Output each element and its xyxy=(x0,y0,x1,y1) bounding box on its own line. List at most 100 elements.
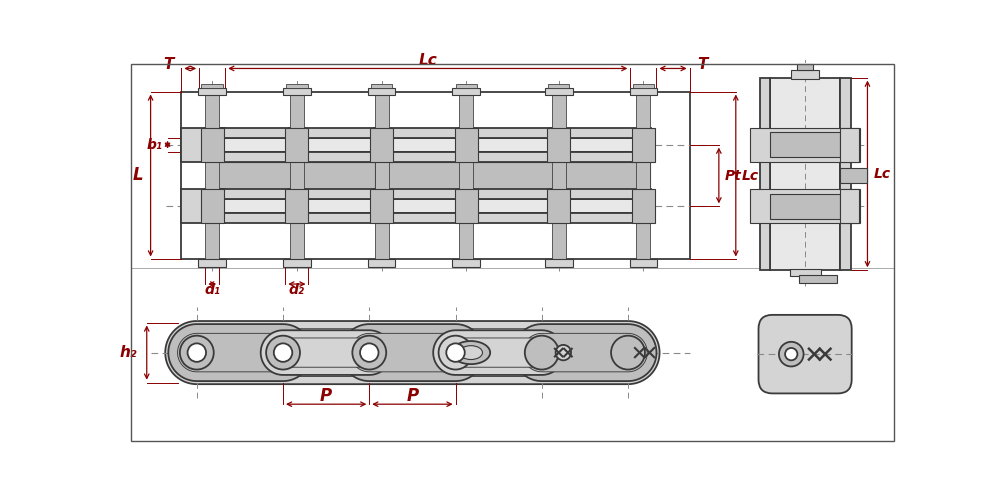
Bar xyxy=(545,88,573,96)
Bar xyxy=(459,190,566,200)
Bar xyxy=(283,260,311,267)
Bar xyxy=(375,88,389,264)
Polygon shape xyxy=(165,321,660,384)
Bar xyxy=(459,152,566,162)
Bar xyxy=(840,78,851,270)
Bar xyxy=(551,190,651,200)
Bar xyxy=(632,190,655,223)
Bar xyxy=(370,128,393,162)
Polygon shape xyxy=(168,324,312,381)
Circle shape xyxy=(360,344,379,362)
Bar xyxy=(368,260,395,267)
Bar xyxy=(797,64,813,70)
Polygon shape xyxy=(261,330,392,375)
Bar xyxy=(374,152,474,162)
Bar xyxy=(285,128,308,162)
Bar xyxy=(760,78,770,270)
Bar xyxy=(455,190,478,223)
Bar xyxy=(283,88,311,96)
Bar xyxy=(551,128,651,138)
Bar xyxy=(201,190,224,223)
Bar xyxy=(205,152,305,162)
Bar xyxy=(459,128,566,138)
Bar xyxy=(551,200,651,213)
Bar xyxy=(205,88,219,264)
Text: b₁: b₁ xyxy=(147,138,163,151)
Polygon shape xyxy=(513,324,656,381)
Polygon shape xyxy=(441,338,556,367)
Circle shape xyxy=(556,345,571,360)
Bar xyxy=(206,162,303,190)
Bar xyxy=(205,128,305,138)
Circle shape xyxy=(274,344,292,362)
Circle shape xyxy=(188,344,206,362)
Text: P: P xyxy=(320,388,332,406)
Bar xyxy=(181,190,225,223)
Circle shape xyxy=(611,336,645,370)
Bar xyxy=(289,190,389,200)
Ellipse shape xyxy=(452,341,490,364)
Ellipse shape xyxy=(459,346,482,360)
FancyBboxPatch shape xyxy=(759,315,852,394)
Bar xyxy=(205,200,305,213)
Bar xyxy=(547,190,570,223)
Text: Lc: Lc xyxy=(418,54,437,68)
Bar xyxy=(198,88,226,96)
Bar xyxy=(452,260,480,267)
Bar xyxy=(799,275,837,282)
Bar xyxy=(545,260,573,267)
Bar xyxy=(368,88,395,96)
Bar xyxy=(374,138,474,151)
Text: d₁: d₁ xyxy=(204,283,220,297)
Bar xyxy=(551,213,651,223)
Bar xyxy=(750,128,860,162)
Bar xyxy=(374,128,474,138)
Bar xyxy=(290,88,304,264)
Text: L: L xyxy=(132,166,143,184)
Bar xyxy=(770,194,840,218)
Bar xyxy=(286,84,308,87)
Bar xyxy=(371,84,392,87)
Circle shape xyxy=(266,336,300,370)
Bar xyxy=(750,190,860,223)
Bar xyxy=(205,190,305,200)
Polygon shape xyxy=(173,328,652,376)
Circle shape xyxy=(180,336,214,370)
Circle shape xyxy=(446,344,465,362)
Bar xyxy=(374,213,474,223)
Bar xyxy=(205,138,305,151)
Text: T: T xyxy=(163,57,174,72)
Circle shape xyxy=(439,336,472,370)
Bar xyxy=(181,128,225,162)
Bar xyxy=(370,190,393,223)
Bar xyxy=(547,128,570,162)
Bar xyxy=(552,88,566,264)
Bar xyxy=(289,200,389,213)
Bar xyxy=(840,168,867,183)
Bar xyxy=(630,260,657,267)
Bar xyxy=(770,78,840,270)
Bar xyxy=(551,152,651,162)
Bar xyxy=(201,128,224,162)
Polygon shape xyxy=(350,334,475,372)
Bar xyxy=(459,200,566,213)
Bar xyxy=(791,70,819,79)
Bar xyxy=(840,128,859,162)
Bar xyxy=(790,268,820,276)
Circle shape xyxy=(352,336,386,370)
Polygon shape xyxy=(178,334,302,372)
Polygon shape xyxy=(433,330,564,375)
Bar xyxy=(455,128,478,162)
Bar xyxy=(375,162,472,190)
Bar xyxy=(289,128,389,138)
Text: P: P xyxy=(406,388,418,406)
Bar xyxy=(840,190,859,223)
Bar xyxy=(289,213,389,223)
Bar xyxy=(456,84,477,87)
Circle shape xyxy=(785,348,797,360)
Text: T: T xyxy=(697,57,708,72)
Bar xyxy=(636,88,650,264)
Text: Pt: Pt xyxy=(725,168,742,182)
Bar xyxy=(181,92,690,260)
Bar xyxy=(289,152,389,162)
